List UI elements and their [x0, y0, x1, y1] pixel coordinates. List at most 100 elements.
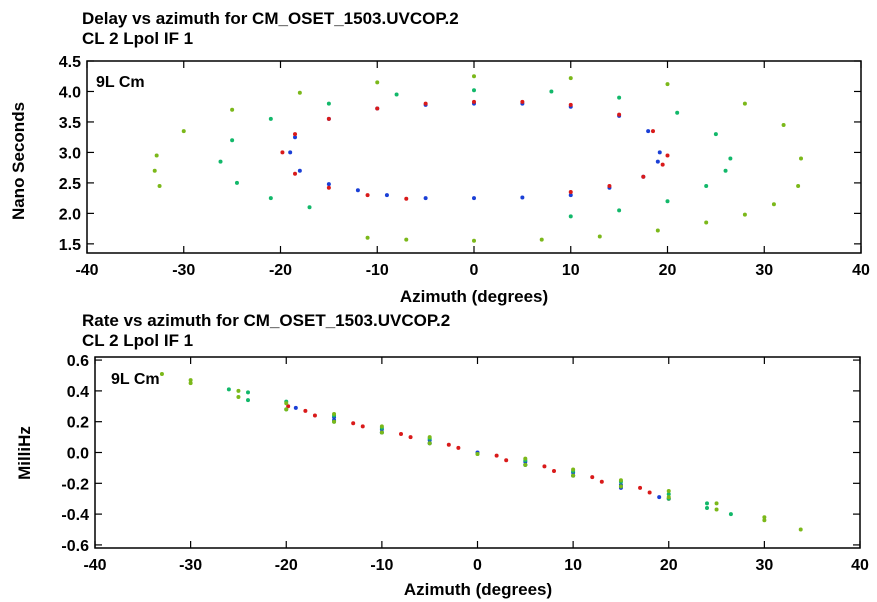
rate-series-3-point	[666, 489, 671, 494]
delay-series-2-point	[704, 183, 709, 188]
delay-series-0-point	[646, 129, 651, 134]
rate-series-2-point	[728, 512, 733, 517]
rate-x-tick-label: -10	[370, 557, 393, 574]
rate-series-1-point	[446, 442, 451, 447]
rate-x-tick-labels: -40 -30 -20 -10 0 10 20 30 40	[83, 557, 869, 574]
delay-series-0-point	[657, 150, 662, 155]
delay-series-1-point	[607, 183, 612, 188]
delay-y-tick-label: 2.0	[59, 206, 81, 223]
rate-series-3-point	[284, 407, 289, 412]
delay-series-3-point	[539, 237, 544, 242]
rate-series-1-point	[303, 408, 308, 413]
delay-y-tick-label: 1.5	[59, 237, 81, 254]
delay-series-1-point	[568, 190, 573, 195]
rate-series-1-point	[286, 404, 291, 409]
delay-y-axis-label: Nano Seconds	[9, 102, 28, 220]
rate-series-1-point	[494, 453, 499, 458]
delay-y-tick-label: 4.0	[59, 84, 81, 101]
delay-series-1-point	[472, 99, 476, 104]
delay-series-2-point	[268, 116, 273, 121]
delay-y-tick-label: 2.5	[59, 176, 81, 193]
rate-series-2-point	[246, 390, 250, 395]
delay-series-3-point	[365, 235, 370, 240]
delay-series-3-point	[568, 76, 573, 81]
rate-data-points	[159, 371, 803, 532]
rate-series-3-point	[666, 495, 671, 500]
delay-series-3-point	[152, 168, 157, 173]
delay-series-2-point	[617, 95, 622, 100]
delay-series-0-point	[384, 193, 389, 198]
delay-series-2-point	[617, 208, 622, 213]
rate-series-1-point	[647, 490, 652, 495]
rate-series-3-point	[571, 473, 576, 478]
delay-series-3-point	[375, 80, 380, 85]
delay-series-3-point	[404, 237, 409, 242]
delay-series-3-point	[597, 234, 602, 239]
rate-x-tick-label: 30	[755, 557, 773, 574]
delay-series-1-point	[326, 116, 331, 121]
rate-series-2-point	[705, 501, 709, 506]
delay-series-2-point	[218, 159, 223, 164]
rate-series-1-point	[504, 458, 509, 463]
rate-series-1-point	[408, 435, 413, 440]
delay-x-tick-label: -40	[75, 262, 98, 279]
delay-series-1-point	[280, 150, 285, 155]
rate-series-3-point	[762, 518, 767, 523]
rate-series-3-point	[332, 411, 337, 416]
delay-series-1-point	[293, 132, 298, 137]
delay-series-1-point	[641, 174, 646, 179]
rate-x-axis-label: Azimuth (degrees)	[404, 580, 552, 599]
rate-x-tick-label: -40	[83, 557, 106, 574]
delay-series-2-point	[234, 180, 239, 185]
delay-series-2-point	[568, 214, 573, 219]
rate-series-2-point	[666, 492, 671, 497]
delay-series-1-point	[423, 101, 428, 106]
delay-series-1-point	[665, 153, 670, 158]
rate-series-3-point	[188, 381, 193, 386]
delay-series-2-point	[394, 92, 399, 97]
delay-series-0-point	[293, 135, 298, 140]
rate-series-3-point	[618, 478, 623, 483]
delay-series-1-point	[660, 162, 665, 167]
delay-x-tick-label: 0	[470, 262, 479, 279]
delay-series-3-point	[157, 183, 162, 188]
rate-x-tick-label: -30	[179, 557, 202, 574]
rate-y-tick-label: 0.2	[67, 415, 89, 432]
delay-series-0-point	[520, 195, 525, 200]
rate-series-3-point	[523, 456, 528, 461]
rate-series-1-point	[552, 468, 556, 473]
delay-series-2-point	[326, 101, 331, 106]
rate-series-3-point	[236, 388, 241, 393]
rate-series-2-point	[246, 398, 250, 403]
rate-series-3-point	[284, 401, 289, 406]
rate-y-tick-label: 0.6	[67, 353, 89, 370]
rate-series-1-point	[312, 413, 317, 418]
rate-x-tick-label: -20	[275, 557, 298, 574]
delay-series-0-point	[655, 159, 660, 164]
delay-series-2-point	[723, 168, 728, 173]
rate-x-tick-label: 10	[564, 557, 582, 574]
delay-x-tick-label: -30	[172, 262, 195, 279]
delay-x-tick-label: 40	[852, 262, 870, 279]
delay-y-tick-label: 3.5	[59, 115, 81, 132]
delay-series-3-point	[297, 90, 302, 95]
rate-series-0-point	[293, 405, 298, 410]
delay-x-axis-label: Azimuth (degrees)	[400, 287, 548, 306]
rate-y-tick-label: -0.4	[61, 507, 89, 524]
rate-y-tick-label: 0.0	[67, 446, 89, 463]
rate-y-tick-label: -0.2	[61, 476, 89, 493]
delay-x-tick-label: -20	[269, 262, 292, 279]
delay-series-3-point	[665, 82, 670, 87]
rate-series-3-point	[379, 424, 384, 429]
delay-series-2-point	[713, 132, 718, 137]
delay-series-3-point	[181, 129, 186, 134]
rate-series-2-point	[705, 505, 709, 510]
rate-series-1-point	[542, 464, 547, 469]
delay-title: Delay vs azimuth for CM_OSET_1503.UVCOP.…	[82, 9, 459, 28]
delay-series-0-point	[326, 182, 331, 187]
rate-series-3-point	[236, 395, 241, 400]
rate-series-1-point	[590, 475, 595, 480]
delay-series-1-point	[293, 171, 298, 176]
delay-series-0-point	[297, 168, 302, 173]
rate-title: Rate vs azimuth for CM_OSET_1503.UVCOP.2	[82, 311, 450, 330]
